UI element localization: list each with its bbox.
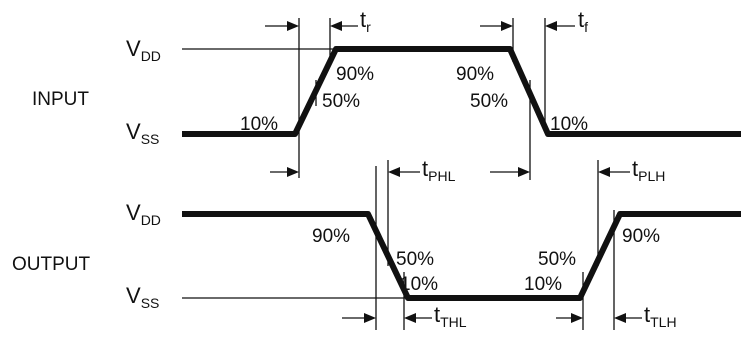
tplh-label: tPLH <box>632 156 665 184</box>
input-fall-90pct-label: 90% <box>456 64 494 85</box>
ttlh-label: tTLH <box>644 302 677 330</box>
tthl-left-arrowhead <box>364 313 376 323</box>
tphl-right-arrowhead <box>518 167 530 177</box>
tf-right-arrowhead <box>545 21 557 31</box>
output-vdd-label: VDD <box>126 200 161 228</box>
input-fall-10pct-label: 10% <box>550 114 588 135</box>
output-fall-50pct-label: 50% <box>396 249 434 270</box>
tr-right-arrowhead <box>330 21 342 31</box>
output-rise-50pct-label: 50% <box>538 249 576 270</box>
tthl-label: tTHL <box>434 302 467 330</box>
input-vdd-label: VDD <box>126 36 161 64</box>
tf-left-arrowhead <box>501 21 513 31</box>
output-waveform <box>182 211 741 301</box>
output-fall-90pct-label: 90% <box>312 226 350 247</box>
input-rise-50pct-label: 50% <box>322 91 360 112</box>
tf-label: tf <box>578 7 588 35</box>
tplh-arrowhead <box>598 167 610 177</box>
output-rise-90pct-label: 90% <box>622 226 660 247</box>
input-label: INPUT <box>32 89 89 110</box>
input-rise-10pct-label: 10% <box>240 114 278 135</box>
output-label: OUTPUT <box>12 254 91 275</box>
tthl-right-arrowhead <box>404 313 416 323</box>
input-waveform <box>182 46 741 137</box>
output-vss-label: VSS <box>126 283 159 311</box>
ttlh-right-arrowhead <box>614 313 626 323</box>
tr-label: tr <box>360 7 371 35</box>
tphl-left-arrowhead <box>388 167 400 177</box>
input-rise-90pct-label: 90% <box>336 64 374 85</box>
output-rise-10pct-label: 10% <box>524 274 562 295</box>
tr-left-arrowhead <box>287 21 299 31</box>
tphl-label: tPHL <box>422 156 456 184</box>
output-fall-10pct-label: 10% <box>400 274 438 295</box>
input-low-arrowhead <box>287 167 299 177</box>
ttlh-left-arrowhead <box>571 313 583 323</box>
input-vss-label: VSS <box>126 119 159 147</box>
input-fall-50pct-label: 50% <box>470 91 508 112</box>
